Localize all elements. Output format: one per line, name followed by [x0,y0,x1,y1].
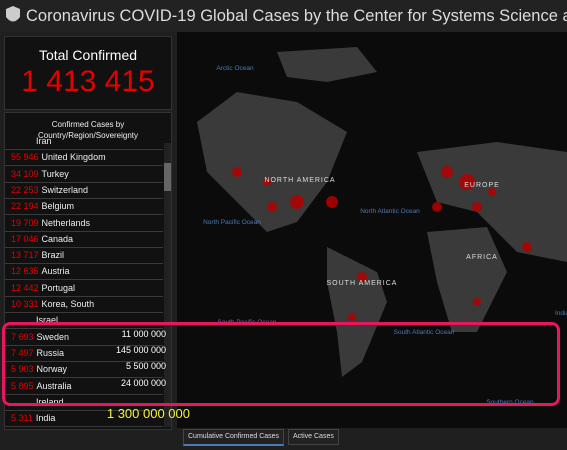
scrollbar[interactable] [164,143,171,427]
country-name: Austria [41,266,70,277]
country-row[interactable]: 17 046 Canada [5,231,163,248]
case-count: 10 331 [11,299,39,309]
map-label: Arctic Ocean [216,65,254,72]
country-row[interactable]: 5 903 Norway [5,361,163,379]
header: Coronavirus COVID-19 Global Cases by the… [0,0,567,32]
title: Coronavirus COVID-19 Global Cases by the… [26,7,567,25]
country-row[interactable]: 19 709 Netherlands [5,215,163,232]
country-list: Confirmed Cases by Country/Region/Sovere… [4,112,172,430]
total-label: Total Confirmed [38,47,138,63]
country-name: Ireland [36,396,64,407]
country-row[interactable]: Israel [5,312,163,330]
country-row[interactable]: Iran [5,133,163,150]
country-name: Denmark [37,429,74,430]
case-count: 5 266 [11,429,34,430]
map-svg: Arctic Ocean NORTH AMERICA EUROPE North Pac… [197,47,567,406]
total-panel: Total Confirmed 1 413 415 [4,36,172,110]
case-count: 5 895 [11,380,34,391]
case-count: 5 311 [11,413,33,424]
country-name: Turkey [41,168,69,179]
logo [6,6,20,22]
map[interactable]: Arctic Ocean NORTH AMERICA EUROPE North Pac… [177,32,567,428]
case-count: 13 717 [11,250,39,261]
population: 5 500 000 [125,361,166,372]
map-label: EUROPE [464,182,500,189]
map-label: South Atlantic Ocean [394,329,455,336]
country-name: Australia [36,380,72,391]
population: 24 000 000 [120,377,166,388]
list-title: Confirmed Cases by Country/Region/Sovere… [37,120,139,140]
highlight [2,322,560,406]
map-label: North Pacific Ocean [203,219,261,226]
country-name: Russia [36,347,65,358]
case-count: 12 635 [11,266,39,277]
population: 1 300 000 000 [106,406,190,422]
country-row[interactable]: 12 442 Portugal [5,280,163,297]
tab[interactable]: Active Cases [288,429,339,445]
map-label: SOUTH AMERICA [327,280,398,287]
case-count: 19 709 [11,217,39,228]
country-name: Sweden [36,331,70,342]
country-row[interactable]: 5 311 India [5,410,163,428]
country-name: Iran [36,136,52,146]
country-name: Brazil [41,250,65,261]
country-name: United Kingdom [41,152,106,163]
country-row[interactable]: 5 895 Australia [5,378,163,395]
country-name: Belgium [41,201,75,212]
map-label: AFRICA [466,254,498,261]
total-value: 1 413 415 [21,65,155,98]
population: 11 000 000 [121,328,166,339]
population: 145 000 000 [115,344,166,355]
country-name: Norway [36,364,68,375]
case-count: 34 109 [11,168,39,179]
tab[interactable]: Cumulative Confirmed Cases [183,429,285,446]
country-row[interactable]: 34 109 Turkey [5,166,163,183]
country-row[interactable]: 7 497 Russia [5,345,163,362]
map-label: North Atlantic Ocean [360,208,420,215]
country-row[interactable]: 22 194 Belgium [5,198,163,216]
country-row[interactable]: Ireland [5,394,163,411]
case-count: 22 194 [11,201,39,212]
country-row[interactable]: 13 717 Brazil [5,247,163,265]
country-row[interactable]: 55 946 United Kingdom [5,149,163,167]
country-row[interactable]: 7 693 Sweden [5,329,163,346]
case-count: 7 693 [11,331,34,342]
case-count: 55 946 [11,152,39,163]
country-name: Netherlands [41,217,91,228]
country-row[interactable]: 12 635 Austria [5,263,163,281]
country-name: Switzerland [41,184,89,195]
country-name: India [35,413,56,424]
case-count: 22 253 [11,184,39,195]
country-name: Korea, South [41,299,95,309]
map-label: NORTH AMERICA [264,177,335,184]
country-name: Canada [41,233,74,244]
country-row[interactable]: 10 331 Korea, South [5,296,163,313]
country-name: Portugal [41,282,76,293]
case-count: 12 442 [11,282,39,293]
country-row[interactable]: 5 266Denmark [5,426,163,430]
country-row[interactable]: 22 253 Switzerland [5,182,163,199]
case-count: 5 903 [11,364,34,375]
scroll-thumb[interactable] [164,163,171,191]
country-name: Israel [36,315,59,326]
case-count: 7 497 [11,347,34,358]
case-count: 17 046 [11,233,39,244]
map-label: India [555,310,567,317]
map-label: Southern Ocean [486,399,534,406]
